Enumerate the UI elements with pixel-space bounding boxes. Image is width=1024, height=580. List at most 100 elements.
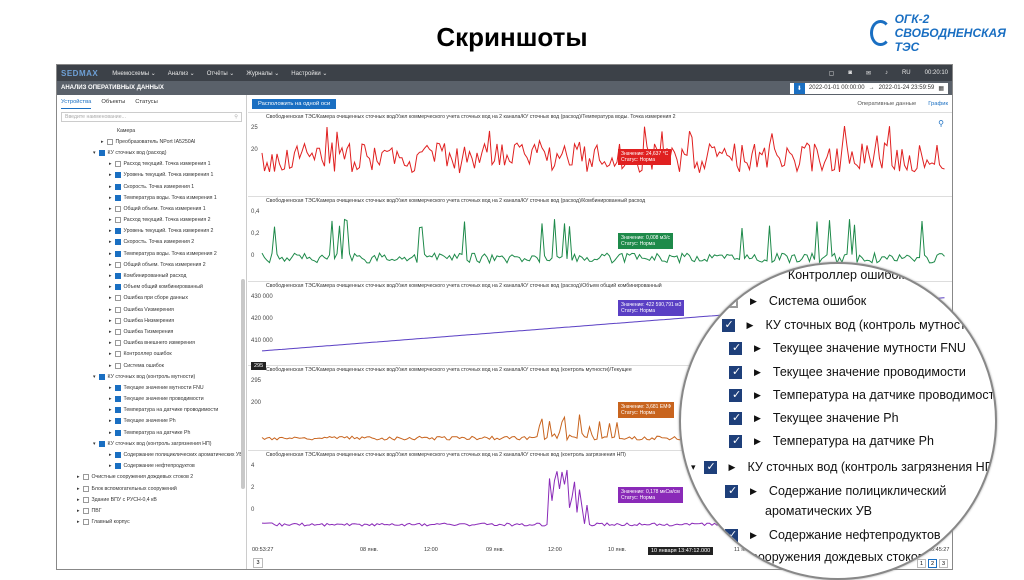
- expand-arrow-icon[interactable]: ▸: [109, 284, 112, 291]
- tree-node[interactable]: ▸ Температура на датчике Ph: [57, 427, 246, 438]
- tree-node[interactable]: ▸ Ошибка Vизмерения: [57, 304, 246, 315]
- expand-arrow-icon[interactable]: ▸: [109, 351, 112, 358]
- tree-node[interactable]: ▸ Текущее значение Ph: [57, 416, 246, 427]
- zoomed-tree-node[interactable]: ▾ ▶ КУ сточных вод (контроль загрязнения Н…: [691, 456, 995, 478]
- zoomed-tree-node[interactable]: ароматических УВ: [765, 500, 872, 522]
- tree-checkbox[interactable]: [114, 328, 121, 335]
- tree-checkbox[interactable]: [98, 149, 105, 156]
- tree-node[interactable]: ▸ Содержание полициклических ароматически…: [57, 449, 246, 460]
- tree-checkbox[interactable]: [114, 172, 121, 179]
- zoomed-checkbox[interactable]: [729, 388, 742, 402]
- expand-arrow-icon[interactable]: ▸: [109, 306, 112, 313]
- tree-checkbox[interactable]: [114, 407, 121, 414]
- tree-checkbox[interactable]: [98, 440, 105, 447]
- zoomed-checkbox[interactable]: [703, 460, 717, 474]
- zoomed-tree-node[interactable]: ▶ Температура на датчике Ph: [729, 430, 934, 452]
- left-tab-1[interactable]: Объекты: [101, 99, 126, 105]
- expand-arrow-icon[interactable]: ▸: [77, 507, 80, 514]
- menu-item-1[interactable]: Анализ ⌄: [167, 70, 195, 77]
- expand-arrow-icon[interactable]: ▸: [77, 496, 80, 503]
- expand-arrow-icon[interactable]: ▶: [728, 461, 736, 472]
- expand-arrow-icon[interactable]: ▸: [109, 429, 112, 436]
- zoomed-tree-node[interactable]: ▶ Содержание полициклический: [725, 480, 946, 502]
- zoomed-checkbox[interactable]: [729, 341, 742, 355]
- tree-node[interactable]: ▸ Температура воды. Точка измерения 2: [57, 248, 246, 259]
- expand-arrow-icon[interactable]: ▸: [109, 183, 112, 190]
- chart-panel[interactable]: Свободненская ТЭС/Камера очищенных сточн…: [248, 112, 952, 196]
- zoomed-checkbox[interactable]: [729, 411, 742, 425]
- expand-arrow-icon[interactable]: ▸: [109, 228, 112, 235]
- tree-checkbox[interactable]: [114, 351, 121, 358]
- expand-arrow-icon[interactable]: ▸: [77, 474, 80, 481]
- page-button[interactable]: 3: [939, 559, 948, 568]
- collapse-arrow-icon[interactable]: ▾: [691, 461, 696, 472]
- expand-arrow-icon[interactable]: ▸: [109, 362, 112, 369]
- menu-item-4[interactable]: Настройки ⌄: [291, 70, 328, 77]
- zoomed-tree-node[interactable]: ▶ Система ошибок: [725, 290, 866, 312]
- tree-checkbox[interactable]: [82, 474, 89, 481]
- tree-node[interactable]: ▾ КУ сточных вод (контроль загрязнения НП…: [57, 438, 246, 449]
- expand-arrow-icon[interactable]: ▸: [77, 519, 80, 526]
- tree-checkbox[interactable]: [114, 261, 121, 268]
- tree-checkbox[interactable]: [114, 452, 121, 459]
- tree-node[interactable]: ▸ Ошибка внешнего измерения: [57, 338, 246, 349]
- chart-panel[interactable]: Свободненская ТЭС/Камера очищенных сточн…: [248, 196, 952, 280]
- zoomed-tree-node[interactable]: ▶ Температура на датчике проводимости: [729, 384, 995, 406]
- expand-arrow-icon[interactable]: ▸: [77, 485, 80, 492]
- tree-node[interactable]: ▸ Скорость. Точка измерения 2: [57, 237, 246, 248]
- bell-icon[interactable]: ♪: [884, 70, 888, 76]
- expand-arrow-icon[interactable]: ▸: [109, 172, 112, 179]
- tree-checkbox[interactable]: [114, 161, 121, 168]
- tree-node[interactable]: ▸ Температура воды. Точка измерения 1: [57, 192, 246, 203]
- expand-arrow-icon[interactable]: ▶: [750, 485, 757, 496]
- tree-node[interactable]: ▸ Расход текущий. Точка измерения 1: [57, 159, 246, 170]
- tree-checkbox[interactable]: [114, 194, 121, 201]
- tree-node[interactable]: ▸ Расход текущий. Точка измерения 2: [57, 215, 246, 226]
- zoomed-tree-node[interactable]: ▶ Текущее значение проводимости: [729, 361, 966, 383]
- tree-node[interactable]: ▸ ПВГ: [57, 505, 246, 516]
- expand-arrow-icon[interactable]: ▾: [93, 149, 96, 156]
- expand-arrow-icon[interactable]: ▸: [109, 217, 112, 224]
- language-select[interactable]: RU: [901, 70, 911, 76]
- expand-arrow-icon[interactable]: ▸: [109, 295, 112, 302]
- tree-checkbox[interactable]: [114, 418, 121, 425]
- tree-checkbox[interactable]: [114, 284, 121, 291]
- expand-arrow-icon[interactable]: ▸: [109, 418, 112, 425]
- zoomed-tree-node[interactable]: ▶ Текущее значение Ph: [729, 407, 899, 429]
- tree-node[interactable]: ▸ Здание ВПУ с РУСН-0,4 кВ: [57, 494, 246, 505]
- tree-checkbox[interactable]: [82, 519, 89, 526]
- tree-node[interactable]: ▸ Контроллер ошибок: [57, 349, 246, 360]
- search-icon[interactable]: ⚲: [234, 114, 238, 120]
- calendar-icon[interactable]: ▦: [938, 85, 944, 92]
- tree-scrollbar[interactable]: [241, 279, 245, 489]
- expand-arrow-icon[interactable]: ▶: [746, 319, 754, 330]
- tab-operative-data[interactable]: Оперативные данные: [857, 100, 917, 107]
- tree-node[interactable]: ▸ Текущее значение проводимости: [57, 394, 246, 405]
- mail-icon[interactable]: ✉: [865, 70, 871, 77]
- expand-arrow-icon[interactable]: ▶: [754, 366, 761, 377]
- search-input[interactable]: Введите наименование...: [65, 114, 126, 120]
- date-from[interactable]: 2022-01-01 00:00:00: [808, 85, 865, 91]
- expand-arrow-icon[interactable]: ▸: [109, 239, 112, 246]
- tree-checkbox[interactable]: [114, 340, 121, 347]
- zoomed-tree-node[interactable]: е сооружения дождевых стоков: [741, 546, 924, 568]
- tree-node[interactable]: ▾ КУ сточных вод (расход): [57, 147, 246, 158]
- tree-checkbox[interactable]: [114, 205, 121, 212]
- left-tab-0[interactable]: Устройства: [61, 99, 92, 109]
- zoomed-tree-node[interactable]: ▾ ▶ КУ сточных вод (контроль мутности): [709, 314, 977, 336]
- zoomed-tree-node[interactable]: ▶ Контроллер ошибок: [769, 264, 904, 286]
- tree-checkbox[interactable]: [114, 239, 121, 246]
- tree-node[interactable]: ▸ Содержание нефтепродуктов: [57, 461, 246, 472]
- date-to[interactable]: 2022-01-24 23:59:59: [878, 85, 935, 91]
- zoomed-checkbox[interactable]: [725, 528, 738, 542]
- tree-node[interactable]: ▸ Ошибка Тизмерения: [57, 326, 246, 337]
- expand-arrow-icon[interactable]: ▶: [754, 389, 761, 400]
- expand-arrow-icon[interactable]: ▶: [750, 295, 757, 306]
- tree-node[interactable]: ▸ Очистные сооружения дождевых стоков 2: [57, 472, 246, 483]
- expand-arrow-icon[interactable]: ▾: [93, 373, 96, 380]
- expand-arrow-icon[interactable]: ▸: [109, 452, 112, 459]
- expand-arrow-icon[interactable]: ▸: [101, 138, 104, 145]
- page-button[interactable]: 2: [928, 559, 937, 568]
- tree-checkbox[interactable]: [114, 429, 121, 436]
- tree-node[interactable]: ▸ Ошибка Низмерения: [57, 315, 246, 326]
